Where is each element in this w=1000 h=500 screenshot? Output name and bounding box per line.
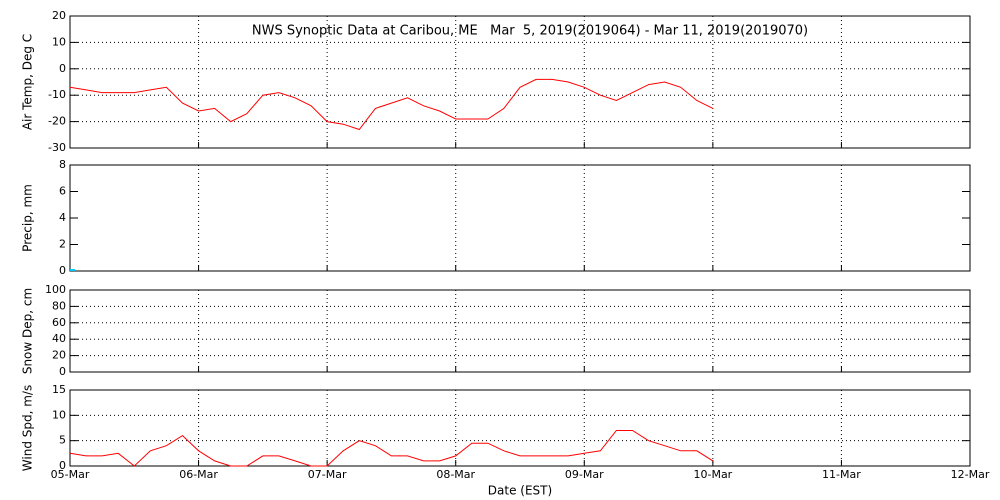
y-tick-label: 10: [52, 408, 66, 421]
plot-frame: [69, 15, 971, 149]
data-point: [70, 269, 75, 271]
y-tick-label: 100: [45, 283, 66, 296]
x-tick-label: 12-Mar: [951, 468, 990, 481]
x-tick-label: 10-Mar: [693, 468, 732, 481]
data-line: [69, 78, 714, 131]
x-tick-label: 05-Mar: [51, 468, 90, 481]
y-tick-label: 4: [59, 211, 66, 224]
y-axis-label: Wind Spd, m/s: [21, 385, 35, 471]
plot-frame: [69, 389, 971, 467]
y-tick-label: 10: [52, 35, 66, 48]
y-tick-label: 15: [52, 383, 66, 396]
plot-frame: [69, 289, 971, 373]
x-tick-label: 09-Mar: [565, 468, 604, 481]
y-tick-label: 6: [59, 185, 66, 198]
y-tick-label: 40: [52, 332, 66, 345]
plot-frame: [69, 164, 971, 272]
y-axis-label: Air Temp, Deg C: [21, 34, 35, 130]
y-tick-label: 0: [59, 459, 66, 472]
y-tick-label: 2: [59, 238, 66, 251]
y-axis-label: Precip, mm: [21, 184, 35, 252]
y-tick-label: 5: [59, 434, 66, 447]
x-tick-label: 07-Mar: [308, 468, 347, 481]
y-tick-label: 0: [59, 62, 66, 75]
y-tick-label: 0: [59, 264, 66, 277]
x-tick-label: 11-Mar: [822, 468, 861, 481]
y-tick-label: 20: [52, 349, 66, 362]
y-tick-label: -10: [48, 88, 66, 101]
y-tick-label: -30: [48, 141, 66, 154]
x-tick-label: 06-Mar: [179, 468, 218, 481]
y-tick-label: 60: [52, 316, 66, 329]
y-tick-label: 80: [52, 299, 66, 312]
y-tick-label: 8: [59, 158, 66, 171]
y-axis-label: Snow Dep, cm: [21, 288, 35, 374]
chart-title: NWS Synoptic Data at Caribou, ME Mar 5, …: [252, 24, 808, 39]
y-tick-label: 20: [52, 9, 66, 22]
y-tick-label: -20: [48, 115, 66, 128]
x-axis-label: Date (EST): [488, 484, 552, 498]
y-tick-label: 0: [59, 365, 66, 378]
data-line: [69, 430, 714, 467]
x-tick-label: 08-Mar: [436, 468, 475, 481]
